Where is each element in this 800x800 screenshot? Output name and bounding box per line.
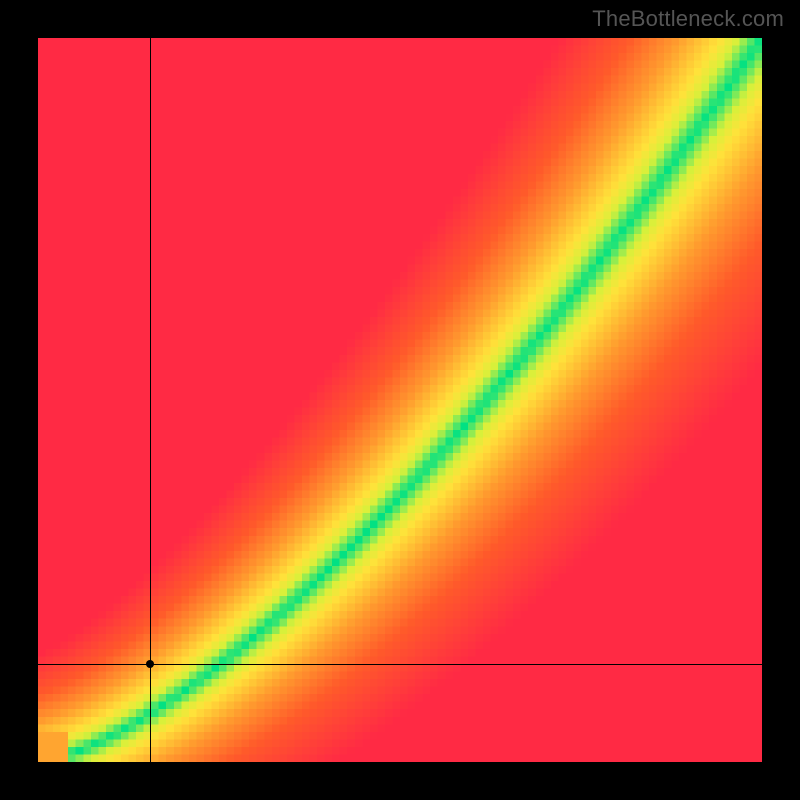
watermark-text: TheBottleneck.com — [592, 6, 784, 32]
heatmap-plot — [38, 38, 762, 762]
chart-frame: TheBottleneck.com — [0, 0, 800, 800]
heatmap-canvas — [38, 38, 762, 762]
